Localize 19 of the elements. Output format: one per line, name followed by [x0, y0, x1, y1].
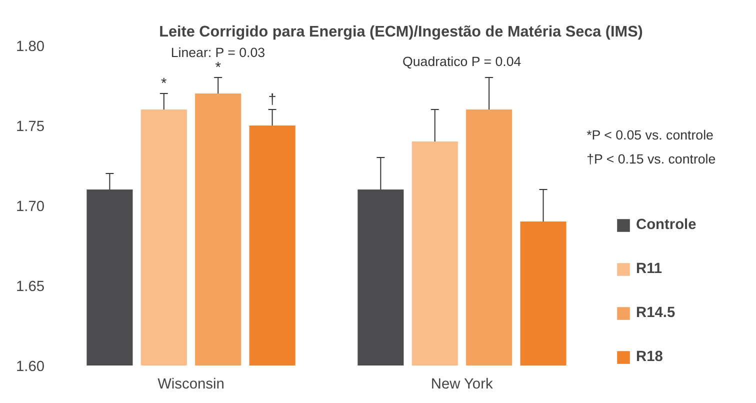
annotation: Linear: P = 0.03: [170, 45, 266, 60]
annotation: †P < 0.15 vs. controle: [586, 152, 716, 167]
y-tick-label: 1.80: [16, 39, 45, 55]
y-tick-label: 1.65: [16, 279, 45, 295]
legend-label: R11: [636, 261, 662, 277]
x-tick-label: New York: [430, 376, 494, 392]
legend-label: R14.5: [636, 305, 676, 321]
x-tick-label: Wisconsin: [158, 376, 224, 392]
annotation: *: [215, 60, 222, 76]
annotation: *: [161, 76, 168, 92]
annotation: †: [268, 92, 276, 108]
y-tick-label: 1.60: [16, 359, 45, 375]
annotation: Quadratico P = 0.04: [402, 54, 522, 69]
y-tick-label: 1.75: [16, 119, 45, 135]
y-tick-label: 1.70: [16, 199, 45, 215]
chart-title: Leite Corrigido para Energia (ECM)/Ingestão de Matéria Seca (IMS): [159, 24, 643, 40]
legend-label: R18: [636, 349, 663, 365]
legend-label: Controle: [636, 217, 696, 233]
annotation: *P < 0.05 vs. controle: [586, 128, 714, 143]
